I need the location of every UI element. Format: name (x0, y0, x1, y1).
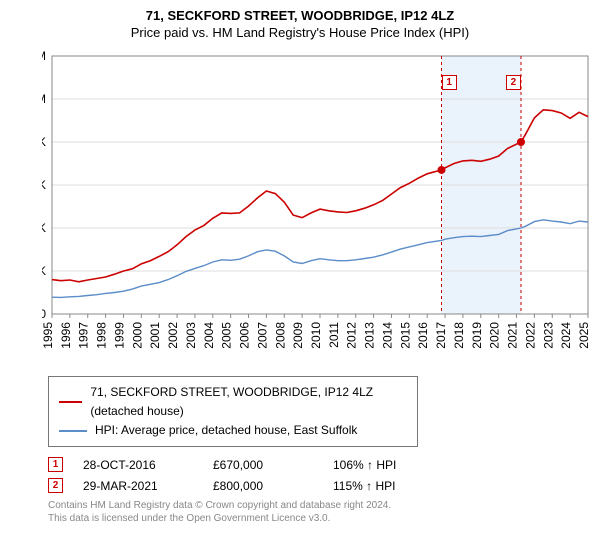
svg-text:2013: 2013 (363, 321, 377, 348)
svg-text:2005: 2005 (220, 321, 234, 348)
chart-marker-box: 1 (442, 75, 457, 90)
legend: 71, SECKFORD STREET, WOODBRIDGE, IP12 4L… (48, 376, 418, 448)
svg-text:2015: 2015 (398, 321, 412, 348)
svg-text:2003: 2003 (184, 321, 198, 348)
sale-row: 2 29-MAR-2021 £800,000 115% ↑ HPI (48, 478, 592, 493)
svg-text:2017: 2017 (434, 321, 448, 348)
sale-marker-icon: 2 (48, 478, 63, 493)
sale-price: £800,000 (213, 479, 333, 493)
svg-text:2002: 2002 (166, 321, 180, 348)
sale-row: 1 28-OCT-2016 £670,000 106% ↑ HPI (48, 457, 592, 472)
svg-text:2004: 2004 (202, 321, 216, 348)
svg-text:2020: 2020 (488, 321, 502, 348)
svg-text:2011: 2011 (327, 321, 341, 347)
svg-text:2022: 2022 (523, 321, 537, 348)
svg-text:£800K: £800K (42, 135, 46, 149)
svg-text:2016: 2016 (416, 321, 430, 348)
svg-text:2000: 2000 (130, 321, 144, 348)
svg-text:2014: 2014 (380, 321, 394, 348)
svg-text:1999: 1999 (112, 321, 126, 348)
svg-text:1997: 1997 (77, 321, 91, 348)
svg-text:£1.2M: £1.2M (42, 49, 46, 63)
svg-text:2024: 2024 (559, 321, 573, 348)
legend-swatch-property (59, 401, 82, 403)
svg-text:£400K: £400K (42, 221, 46, 235)
svg-text:2012: 2012 (345, 321, 359, 348)
svg-text:2006: 2006 (238, 321, 252, 348)
svg-text:2007: 2007 (255, 321, 269, 348)
sale-hpi: 106% ↑ HPI (333, 458, 396, 472)
sale-date: 28-OCT-2016 (83, 458, 213, 472)
legend-row-property: 71, SECKFORD STREET, WOODBRIDGE, IP12 4L… (59, 383, 407, 421)
svg-text:2001: 2001 (148, 321, 162, 348)
sale-hpi: 115% ↑ HPI (333, 479, 395, 493)
svg-text:2025: 2025 (577, 321, 591, 348)
svg-text:£600K: £600K (42, 178, 46, 192)
svg-text:2021: 2021 (506, 321, 520, 348)
sale-price: £670,000 (213, 458, 333, 472)
line-chart-svg: £0 £200K £400K £600K £800K £1M £1.2M 1995 1996 19… (42, 48, 600, 368)
legend-swatch-hpi (59, 430, 87, 432)
sale-marker-icon: 1 (48, 457, 63, 472)
attribution-line: Contains HM Land Registry data © Crown c… (48, 499, 592, 512)
svg-text:2018: 2018 (452, 321, 466, 348)
chart-plot-area: £0 £200K £400K £600K £800K £1M £1.2M 1995 1996 19… (42, 48, 600, 368)
attribution-text: Contains HM Land Registry data © Crown c… (48, 499, 592, 525)
legend-label-hpi: HPI: Average price, detached house, East… (95, 421, 357, 440)
legend-label-property: 71, SECKFORD STREET, WOODBRIDGE, IP12 4L… (90, 383, 407, 421)
sale-summary: 1 28-OCT-2016 £670,000 106% ↑ HPI 2 29-M… (48, 457, 592, 493)
svg-text:1998: 1998 (95, 321, 109, 348)
chart-container: 71, SECKFORD STREET, WOODBRIDGE, IP12 4L… (0, 0, 600, 560)
chart-subtitle: Price paid vs. HM Land Registry's House … (8, 25, 592, 42)
svg-text:2019: 2019 (470, 321, 484, 348)
chart-marker-box: 2 (506, 75, 521, 90)
svg-text:£0: £0 (42, 307, 46, 321)
svg-text:2010: 2010 (309, 321, 323, 348)
svg-text:2008: 2008 (273, 321, 287, 348)
chart-title: 71, SECKFORD STREET, WOODBRIDGE, IP12 4L… (8, 8, 592, 25)
svg-text:£200K: £200K (42, 264, 46, 278)
svg-text:2009: 2009 (291, 321, 305, 348)
svg-text:2023: 2023 (541, 321, 555, 348)
svg-text:1995: 1995 (42, 321, 55, 348)
attribution-line: This data is licensed under the Open Gov… (48, 512, 592, 525)
legend-row-hpi: HPI: Average price, detached house, East… (59, 421, 407, 440)
svg-text:1996: 1996 (59, 321, 73, 348)
svg-text:£1M: £1M (42, 92, 46, 106)
sale-date: 29-MAR-2021 (83, 479, 213, 493)
